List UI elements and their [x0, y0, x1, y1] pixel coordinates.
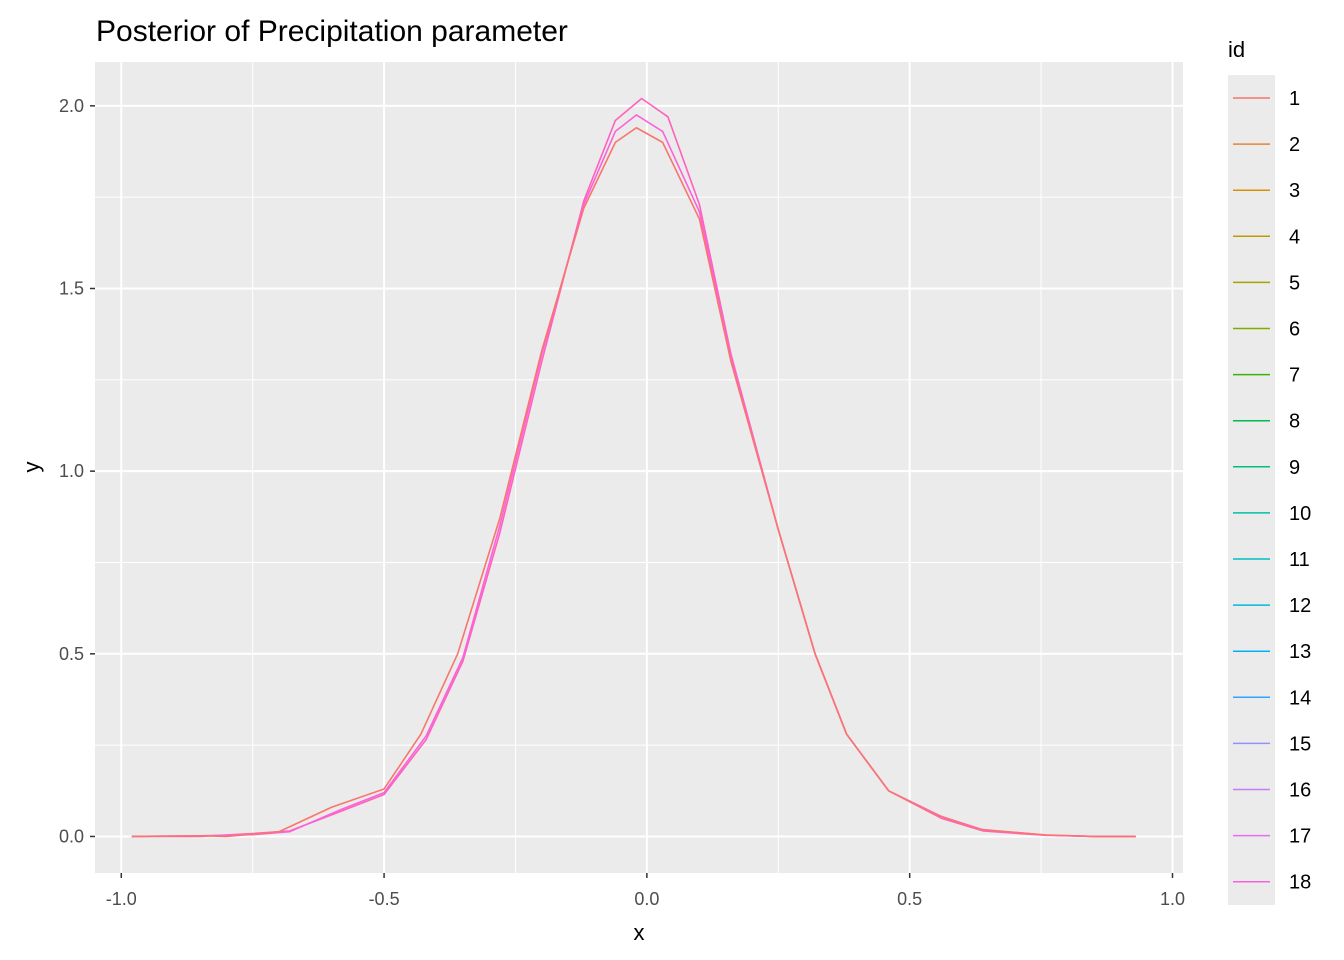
legend-label: 1: [1289, 88, 1300, 110]
minor-gridlines: [95, 62, 1183, 873]
legend-label: 10: [1289, 503, 1311, 525]
density-line: [131, 97, 1136, 838]
major-gridlines: [95, 62, 1183, 873]
legend-label: 4: [1289, 226, 1300, 248]
density-line: [131, 126, 1136, 838]
y-tick-label: 1.5: [59, 278, 84, 298]
legend-title: id: [1228, 37, 1245, 62]
legend-label: 13: [1289, 641, 1311, 663]
legend-key-background: [1228, 75, 1275, 905]
legend-label: 7: [1289, 365, 1300, 387]
legend-label: 15: [1289, 733, 1311, 755]
legend-label: 8: [1289, 411, 1300, 433]
plot-panel: [95, 62, 1183, 873]
legend-label: 18: [1289, 872, 1311, 894]
legend-label: 16: [1289, 780, 1311, 802]
legend-label: 3: [1289, 180, 1300, 202]
y-tick-label: 0.0: [59, 826, 84, 846]
legend-label: 11: [1289, 549, 1310, 571]
x-axis-tick-labels: -1.0 -0.5 0.0 0.5 1.0: [106, 889, 1185, 909]
y-tick-label: 0.5: [59, 644, 84, 664]
y-tick-label: 2.0: [59, 96, 84, 116]
legend-label: 17: [1289, 826, 1311, 848]
legend-label: 12: [1289, 595, 1311, 617]
x-tick-label: 1.0: [1160, 889, 1185, 909]
chart-title: Posterior of Precipitation parameter: [96, 15, 568, 48]
x-tick-label: -0.5: [369, 889, 400, 909]
x-tick-label: -1.0: [106, 889, 137, 909]
legend-label: 9: [1289, 457, 1300, 479]
x-axis-title: x: [634, 920, 645, 945]
y-axis-tick-labels: 0.0 0.5 1.0 1.5 2.0: [59, 96, 84, 847]
legend-label: 2: [1289, 134, 1300, 156]
x-tick-label: 0.5: [897, 889, 922, 909]
legend-label: 14: [1289, 687, 1311, 709]
legend-label: 6: [1289, 319, 1300, 341]
density-lines: [131, 97, 1136, 838]
x-tick-label: 0.0: [634, 889, 659, 909]
y-axis-title: y: [19, 462, 44, 473]
axis-ticks: [90, 105, 1174, 878]
legend-label: 5: [1289, 272, 1300, 294]
y-tick-label: 1.0: [59, 461, 84, 481]
